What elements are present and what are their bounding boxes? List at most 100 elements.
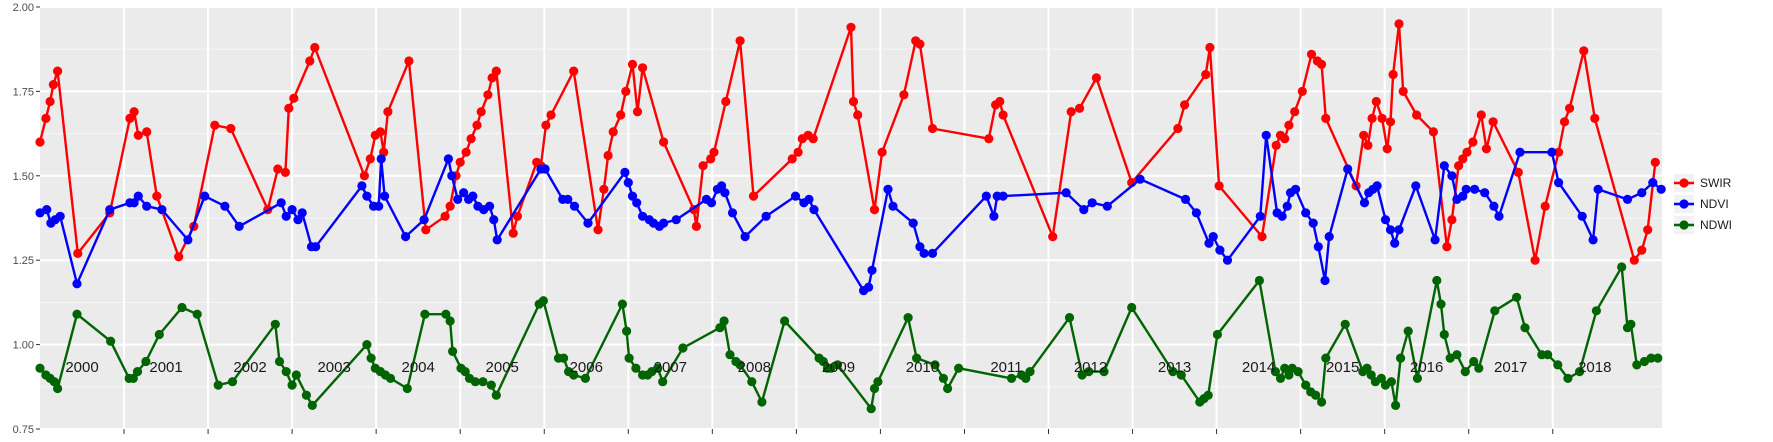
year-label: 2008 [738,359,771,376]
ndwi-point [719,316,729,326]
swir-point [721,96,731,107]
ndwi-point [1025,367,1035,377]
ndwi-point [559,353,569,363]
ndvi-point [105,205,115,215]
ndvi-point [1180,194,1191,204]
swir-point [375,127,385,137]
swir-point [787,154,797,164]
swir-point [1513,167,1523,177]
ndvi-point [1439,161,1449,171]
ndvi-point [717,181,727,191]
ndwi-point [1474,363,1484,373]
ndwi-point [833,360,843,370]
ndvi-point [157,205,167,215]
swir-point [998,110,1008,120]
swir-point [280,167,290,177]
ndwi-point [402,383,412,394]
swir-point [45,96,55,107]
ndwi-point [622,326,632,336]
swir-point [35,137,45,147]
swir-point [1412,110,1422,120]
ndvi-point [1480,188,1490,198]
swir-point [1468,137,1478,147]
swir-point [1462,147,1472,157]
swir-point [1382,144,1392,154]
swir-point [638,63,648,73]
ndwi-point [141,356,151,367]
grid-major [40,6,1662,430]
year-label: 2013 [1158,359,1191,376]
swir-point [1075,103,1085,113]
ndvi-point [790,191,801,201]
ndvi-point [1577,211,1587,221]
ndwi-point [1653,353,1663,363]
year-labels: 2000 2001 2002 2003 2004 2005 2006 2007 2008 2009… [65,359,1611,376]
ndvi-point [1458,191,1468,201]
swir-point [461,147,471,157]
swir-point [472,120,482,130]
ndwi-point [1432,275,1442,286]
swir-point [616,110,626,120]
ndvi-point [468,191,478,201]
ndwi-point [1436,299,1446,309]
ndvi-point [919,248,929,258]
ndvi-point [1222,255,1233,265]
ndvi-point [883,184,893,194]
ndvi-point [569,201,580,211]
swir-point [984,134,994,144]
ndvi-point [1385,225,1396,235]
ndvi-point [1102,201,1112,211]
ndwi-point [470,377,480,387]
ndwi-point [1293,367,1303,377]
ndvi-point [1470,184,1480,194]
ndwi-point [1403,326,1413,336]
ndvi-point [1320,275,1330,286]
ndvi-point [540,164,550,174]
ndwi-point [715,323,725,333]
swir-point [1066,107,1076,117]
swir-point [1629,255,1639,265]
ndvi-point [142,201,152,211]
swir-point [1565,103,1575,113]
swir-point [1306,49,1317,59]
ndvi-point [1656,184,1666,194]
ndwi-point [818,356,828,367]
ndvi-point [1622,194,1633,204]
swir-point [1173,123,1183,134]
swir-point [455,157,465,167]
swir-point [1214,181,1224,191]
swir-point [421,225,431,235]
ndvi-point [915,242,925,252]
ndvi-point [183,235,193,245]
ndvi-point [1380,215,1391,225]
ndvi-point [671,215,681,225]
ndwi-point [72,309,82,319]
swir-point [632,107,643,117]
ndvi-point [133,191,143,201]
y-tick-label: 0.75 [13,424,34,436]
swir-point [129,107,139,117]
legend-point-ndvi [1679,199,1689,209]
swir-point [53,66,63,76]
ndvi-point [1255,211,1265,221]
y-tick-label: 1.25 [13,255,34,267]
ndwi-point [1006,373,1017,383]
ndvi-point [1324,232,1334,242]
swir-point [142,127,152,137]
ndwi-point [385,373,396,383]
swir-point [73,248,83,258]
ndvi-point [489,215,499,225]
ndwi-point [1490,306,1500,316]
ndwi-point [1321,353,1331,363]
swir-point [383,107,393,117]
ndwi-point [1317,397,1327,407]
ndvi-point [1215,245,1225,255]
ndwi-point [869,383,880,394]
ndwi-point [903,313,913,323]
ndwi-point [1543,350,1553,360]
swir-point [1367,113,1377,123]
ndvi-point [1359,198,1370,208]
ndwi-point [1203,390,1213,400]
swir-point [995,96,1005,107]
swir-point [305,56,315,66]
